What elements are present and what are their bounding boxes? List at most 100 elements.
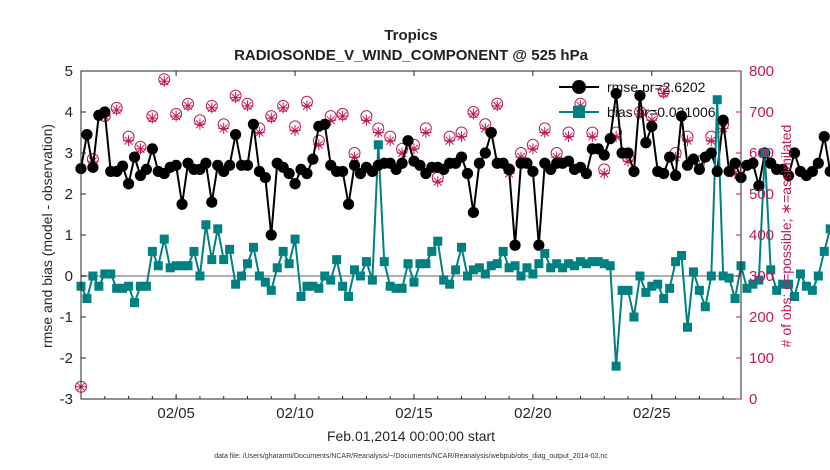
- rmse-point: [229, 128, 242, 141]
- bias-point: [165, 263, 175, 273]
- y-tick-label: 4: [65, 104, 73, 121]
- bias-point: [540, 248, 550, 258]
- bias-point: [100, 269, 110, 279]
- plot-background: [81, 71, 741, 399]
- y-tick-label: 1: [65, 227, 73, 244]
- rmse-point: [812, 157, 824, 169]
- bias-point: [593, 257, 603, 267]
- bias-point: [272, 263, 282, 273]
- rmse-point: [788, 147, 801, 159]
- bias-point: [242, 259, 252, 269]
- assimilated-obs-marker: [230, 92, 242, 104]
- rmse-point: [337, 165, 349, 178]
- bias-point: [534, 259, 544, 269]
- rmse-point: [473, 157, 485, 169]
- bias-point: [367, 275, 377, 285]
- bias-point: [694, 285, 704, 295]
- y-tick-label: -1: [60, 309, 73, 326]
- assimilated-obs-marker: [598, 168, 610, 179]
- bias-point: [587, 257, 597, 267]
- bias-point: [748, 279, 758, 289]
- legend-bias-marker: [573, 106, 585, 118]
- bias-point: [266, 285, 276, 295]
- bias-point: [635, 271, 645, 281]
- bias-point: [653, 279, 663, 289]
- bias-point: [207, 255, 217, 265]
- bias-point: [278, 246, 288, 256]
- bias-point: [290, 234, 300, 244]
- rmse-point: [319, 118, 331, 130]
- rmse-point: [658, 167, 670, 180]
- bias-point: [141, 281, 151, 291]
- bias-point: [795, 269, 805, 279]
- assimilated-obs-marker: [158, 75, 170, 87]
- bias-point: [106, 269, 116, 279]
- bias-point: [677, 251, 687, 260]
- rmse-point: [170, 159, 182, 171]
- bias-point: [617, 285, 627, 295]
- bias-point: [611, 361, 621, 371]
- assimilated-obs-marker: [134, 143, 146, 155]
- bias-point: [801, 281, 811, 291]
- bias-point: [409, 277, 419, 287]
- assimilated-obs-marker: [491, 100, 503, 112]
- y-right-tick-label: 0: [749, 391, 757, 408]
- bias-point: [82, 294, 92, 304]
- bias-point: [778, 279, 788, 289]
- rmse-point: [259, 172, 271, 184]
- assimilated-obs-marker: [123, 135, 135, 147]
- y-right-tick-label: 400: [749, 227, 774, 244]
- assimilated-obs-marker: [622, 155, 634, 167]
- assimilated-obs-marker: [146, 112, 158, 124]
- bias-point: [558, 263, 568, 273]
- assimilated-obs-marker: [325, 114, 337, 126]
- y-tick-label: 5: [65, 63, 73, 80]
- rmse-point: [122, 178, 135, 190]
- rmse-point: [467, 206, 480, 219]
- bias-point: [510, 261, 520, 271]
- bias-point: [623, 285, 633, 295]
- assimilated-obs-marker: [265, 112, 277, 124]
- assimilated-obs-marker: [634, 108, 646, 120]
- assimilated-obs-marker: [218, 122, 230, 134]
- bias-point: [724, 273, 734, 283]
- bias-point: [201, 220, 211, 230]
- bias-point: [361, 257, 371, 267]
- bias-point: [665, 283, 675, 293]
- bias-point: [344, 292, 354, 301]
- rmse-point: [307, 153, 319, 165]
- bias-point: [118, 283, 128, 293]
- rmse-point: [485, 126, 497, 139]
- bias-point: [742, 283, 752, 293]
- bias-point: [332, 255, 342, 265]
- rmse-point: [117, 160, 129, 172]
- rmse-point: [342, 198, 355, 210]
- assimilated-obs-marker: [586, 131, 598, 143]
- rmse-point: [693, 163, 705, 175]
- bias-point: [552, 259, 562, 269]
- chart-subtitle: RADIOSONDE_V_WIND_COMPONENT @ 525 hPa: [234, 47, 589, 64]
- plot-area: 02/05 02/10 02/15 02/20 02/25 -3 -2 -1 0 1 2 3 4 5 0 10…: [60, 63, 830, 422]
- bias-point: [403, 259, 413, 269]
- rmse-point: [806, 165, 818, 178]
- bias-point: [486, 261, 496, 271]
- rmse-point: [301, 167, 313, 180]
- bias-point: [492, 259, 502, 269]
- rmse-point: [580, 167, 593, 180]
- rmse-point: [289, 178, 301, 190]
- tick-layer: 02/05 02/10 02/15 02/20 02/25 -3 -2 -1 0 1 2 3 4 5 0 10…: [60, 63, 774, 422]
- assimilated-obs-marker: [408, 143, 420, 155]
- rmse-point: [206, 196, 218, 208]
- bias-point: [326, 275, 336, 285]
- bias-point: [706, 271, 716, 281]
- y-right-tick-label: 600: [749, 145, 774, 162]
- bias-point: [379, 257, 389, 267]
- rmse-point: [782, 169, 795, 182]
- rmse-point: [348, 159, 361, 171]
- bias-point: [135, 281, 145, 291]
- bias-point: [754, 275, 764, 285]
- assimilated-obs-marker: [551, 151, 563, 163]
- x-tick-label: 02/05: [157, 405, 195, 422]
- y-tick-label: 2: [65, 186, 73, 203]
- rmse-point: [610, 87, 622, 100]
